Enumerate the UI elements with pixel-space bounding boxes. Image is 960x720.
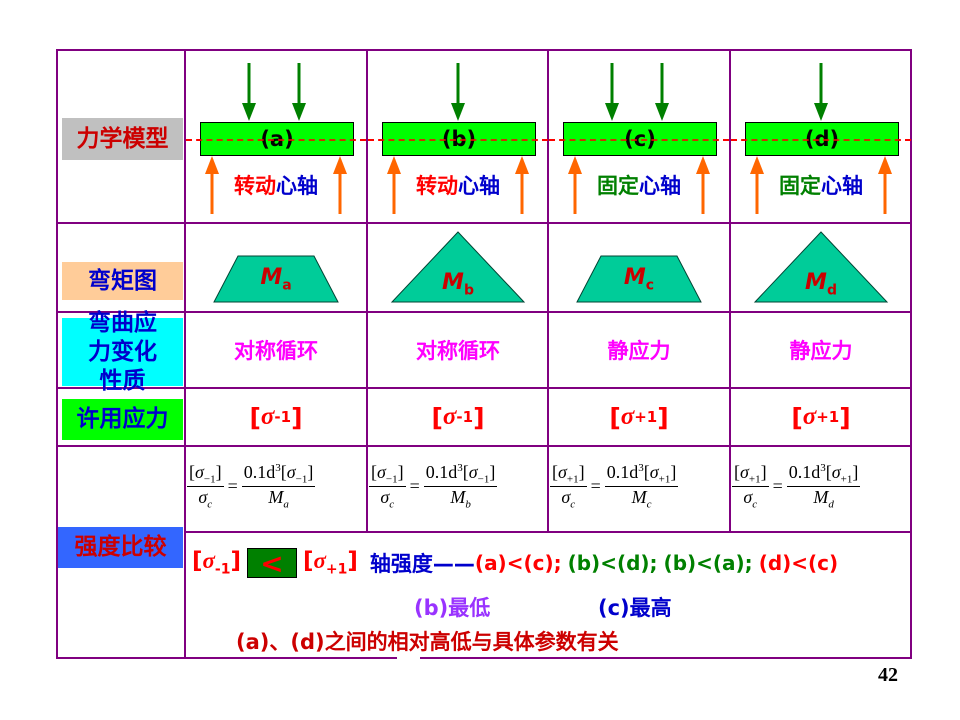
- moment-label: Ma: [260, 265, 292, 294]
- axis-centerline-overlay: [368, 139, 548, 141]
- shaft-type: 转动心轴: [234, 174, 318, 198]
- support-arrow-up-icon: [333, 156, 347, 214]
- load-arrow-down-icon: [451, 63, 465, 121]
- relation-2: (b)<(d);: [567, 551, 658, 575]
- allowable-stress: [σ +1]: [791, 402, 851, 432]
- axis-centerline-overlay: [186, 139, 366, 141]
- label-compare: 强度比较: [58, 527, 183, 568]
- table-border: [185, 531, 912, 533]
- label-stress: 弯曲应力变化性质: [62, 310, 183, 394]
- moment-diagram: [213, 255, 339, 303]
- load-arrow-down-icon: [605, 63, 619, 121]
- support-arrow-up-icon: [515, 156, 529, 214]
- stress-nature: 对称循环: [234, 339, 318, 363]
- table-border: [184, 49, 186, 659]
- label-moment: 弯矩图: [62, 262, 183, 300]
- load-arrow-down-icon: [814, 63, 828, 121]
- support-arrow-up-icon: [696, 156, 710, 214]
- table-border: [366, 49, 368, 531]
- strength-formula: [σ−1] σc = 0.1d3[σ−1] Ma: [187, 462, 316, 511]
- label-model: 力学模型: [62, 118, 183, 160]
- relation-4: (d)<(c): [758, 551, 839, 575]
- axis-centerline-overlay: [731, 139, 911, 141]
- allowable-stress: [σ -1]: [431, 402, 485, 432]
- support-arrow-up-icon: [750, 156, 764, 214]
- table-border: [729, 49, 731, 531]
- stress-nature: 静应力: [607, 339, 671, 363]
- table-border: [57, 657, 397, 659]
- table-border: [57, 49, 912, 51]
- moment-diagram: [576, 255, 702, 303]
- support-arrow-up-icon: [878, 156, 892, 214]
- load-arrow-down-icon: [292, 63, 307, 121]
- lowest-note: (b)最低: [414, 596, 491, 620]
- table-border: [420, 657, 912, 659]
- table-border: [547, 49, 549, 531]
- moment-diagram: [753, 231, 889, 303]
- support-arrow-up-icon: [205, 156, 219, 214]
- compare-line: [σ-1] < [σ+1] 轴强度—— (a)<(c); (b)<(d); (b…: [192, 547, 839, 580]
- page-number: 42: [878, 664, 898, 686]
- stress-nature: 静应力: [789, 339, 853, 363]
- label-allowable: 许用应力: [62, 399, 183, 440]
- strength-formula: [σ+1] σc = 0.1d3[σ+1] Mc: [550, 462, 679, 511]
- sigma-plus1: [σ+1]: [303, 548, 358, 578]
- highest-note: (c)最高: [598, 596, 672, 620]
- table-border: [56, 49, 58, 659]
- table-border: [57, 222, 912, 224]
- allowable-stress: [σ -1]: [249, 402, 303, 432]
- relative-note: (a)、(d)之间的相对高低与具体参数有关: [236, 630, 619, 654]
- stress-nature: 对称循环: [416, 339, 500, 363]
- load-arrow-down-icon: [655, 63, 670, 121]
- axis-centerline-overlay: [549, 139, 729, 141]
- shaft-type: 固定心轴: [779, 174, 863, 198]
- relation-3: (b)<(a);: [663, 551, 753, 575]
- table-border: [910, 49, 912, 659]
- load-arrow-down-icon: [242, 63, 256, 121]
- strength-label: 轴强度——: [369, 552, 475, 576]
- table-border: [57, 387, 912, 389]
- shaft-type: 固定心轴: [597, 174, 681, 198]
- less-than-box: <: [247, 547, 297, 580]
- support-arrow-up-icon: [387, 156, 401, 214]
- moment-label: Mb: [442, 270, 474, 299]
- sigma-minus1: [σ-1]: [192, 548, 241, 578]
- shaft-type: 转动心轴: [416, 174, 500, 198]
- table-border: [57, 311, 912, 313]
- table-border: [57, 445, 912, 447]
- strength-formula: [σ+1] σc = 0.1d3[σ+1] Md: [732, 462, 861, 511]
- moment-label: Mc: [623, 265, 655, 294]
- relation-1: (a)<(c);: [474, 551, 562, 575]
- allowable-stress: [σ +1]: [609, 402, 669, 432]
- moment-label: Md: [805, 270, 837, 299]
- support-arrow-up-icon: [568, 156, 582, 214]
- strength-formula: [σ−1] σc = 0.1d3[σ−1] Mb: [369, 462, 498, 511]
- moment-diagram: [390, 231, 526, 303]
